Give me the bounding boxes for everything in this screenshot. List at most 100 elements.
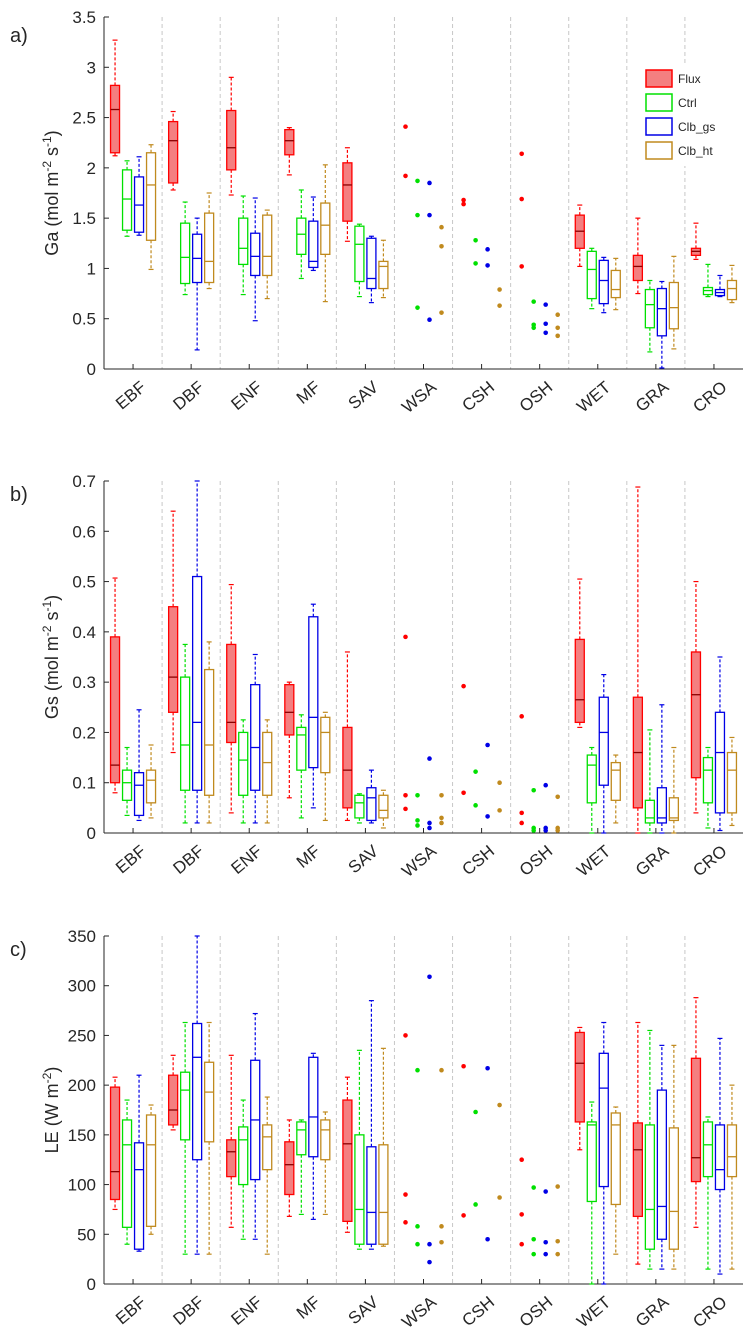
- y-tick-label: 0.5: [72, 310, 96, 329]
- box-flux: [342, 162, 353, 222]
- x-tick-label: CRO: [689, 842, 730, 881]
- legend-label: Clb_gs: [678, 120, 715, 134]
- outlier-point: [531, 322, 536, 328]
- legend-label: Flux: [678, 72, 701, 86]
- box-clb_ht: [203, 668, 215, 796]
- legend: Flux Ctrl Clb_gs Clb_ht: [642, 66, 738, 166]
- x-tick-label: CRO: [689, 378, 730, 417]
- box-clb_ht: [610, 761, 621, 801]
- box-clb_gs: [191, 575, 203, 791]
- outlier-point: [543, 1239, 548, 1245]
- outlier-point: [415, 823, 420, 828]
- box-clb_gs: [366, 787, 377, 822]
- y-tick-label: 0.2: [72, 723, 96, 742]
- box-clb_gs: [598, 696, 609, 786]
- box-ctrl: [644, 1124, 656, 1250]
- panel-label: b): [10, 484, 28, 506]
- x-tick-label: WSA: [398, 377, 440, 417]
- outlier-point: [497, 808, 502, 813]
- box-ctrl: [644, 288, 656, 329]
- box-clb_ht: [726, 751, 738, 814]
- box-flux: [109, 84, 121, 154]
- y-tick-label: 0.5: [72, 573, 96, 592]
- outlier-point: [519, 1241, 524, 1247]
- outlier-point: [415, 1067, 420, 1073]
- box-ctrl: [354, 225, 365, 283]
- outlier-point: [555, 1251, 560, 1257]
- x-tick-label: ENF: [228, 1293, 266, 1329]
- outlier-point: [461, 1213, 466, 1218]
- y-tick-label: 0.4: [72, 623, 96, 642]
- box-clb_ht: [610, 269, 621, 299]
- box-clb_ht: [668, 1127, 680, 1250]
- legend-label: Ctrl: [678, 96, 697, 110]
- outlier-point: [555, 325, 560, 331]
- y-axis-label: Ga (mol m-2 s-1): [40, 130, 62, 255]
- outlier-point: [403, 1033, 408, 1038]
- outlier-point: [439, 1224, 444, 1229]
- x-tick-label: WSA: [398, 1292, 440, 1332]
- outlier-point: [543, 1251, 548, 1257]
- x-tick-label: SAV: [345, 377, 383, 413]
- legend-swatch-clb_gs: [645, 117, 673, 136]
- y-tick-label: 0.6: [72, 522, 96, 541]
- box-flux: [167, 606, 179, 713]
- y-tick-label: 0.1: [72, 774, 96, 793]
- box-clb_ht: [668, 281, 680, 330]
- legend-swatch-ctrl: [645, 93, 673, 112]
- panel-b: 0 0.1 0.2 0.3 0.4 0.5 0.6 0.7 EBF DBF ENF MF SAV WSA C…: [10, 472, 743, 881]
- box-ctrl: [702, 756, 714, 804]
- y-tick-label: 50: [77, 1225, 96, 1244]
- x-tick-label: ENF: [228, 842, 266, 878]
- outlier-point: [555, 1184, 560, 1189]
- box-flux: [167, 1074, 179, 1126]
- outlier-point: [415, 1241, 420, 1247]
- outlier-point: [415, 792, 420, 798]
- outlier-point: [519, 1157, 524, 1163]
- outlier-point: [497, 1102, 502, 1108]
- outlier-point: [439, 792, 444, 798]
- box-ctrl: [179, 1071, 191, 1141]
- y-tick-label: 200: [68, 1076, 96, 1095]
- outlier-point: [427, 756, 432, 761]
- outlier-point: [439, 310, 444, 315]
- box-flux: [109, 1086, 121, 1201]
- panel-label: c): [10, 939, 27, 961]
- box-clb_gs: [366, 237, 377, 290]
- x-tick-label: EBF: [112, 378, 150, 414]
- box-flux: [284, 128, 295, 156]
- box-flux: [342, 1099, 353, 1223]
- outlier-point: [531, 1185, 536, 1190]
- outlier-point: [531, 787, 536, 793]
- x-tick-label: OSH: [516, 842, 556, 880]
- y-tick-label: 0: [87, 360, 96, 379]
- outlier-point: [415, 212, 420, 218]
- x-tick-label: ENF: [228, 378, 266, 414]
- outlier-point: [485, 814, 490, 819]
- outlier-point: [519, 151, 524, 157]
- box-clb_gs: [250, 232, 261, 277]
- outlier-point: [497, 287, 502, 292]
- box-flux: [167, 120, 179, 184]
- outlier-point: [415, 818, 420, 823]
- outlier-point: [403, 792, 408, 798]
- outlier-point: [519, 1212, 524, 1217]
- outlier-point: [473, 237, 478, 243]
- y-tick-label: 2.5: [72, 109, 96, 128]
- x-tick-label: GRA: [632, 1292, 673, 1331]
- outlier-point: [427, 317, 432, 323]
- outlier-point: [531, 299, 536, 304]
- box-flux: [226, 643, 237, 744]
- box-clb_ht: [378, 260, 389, 290]
- outlier-point: [543, 330, 548, 336]
- box-clb_ht: [610, 1112, 621, 1206]
- box-flux: [284, 1141, 295, 1196]
- box-clb_ht: [262, 1124, 273, 1171]
- box-flux: [632, 1122, 644, 1218]
- box-clb_gs: [714, 1124, 726, 1191]
- outlier-point: [519, 196, 524, 202]
- box-clb_ht: [668, 797, 680, 822]
- x-tick-label: DBF: [169, 378, 207, 414]
- outlier-point: [531, 825, 536, 831]
- y-tick-label: 1.5: [72, 209, 96, 228]
